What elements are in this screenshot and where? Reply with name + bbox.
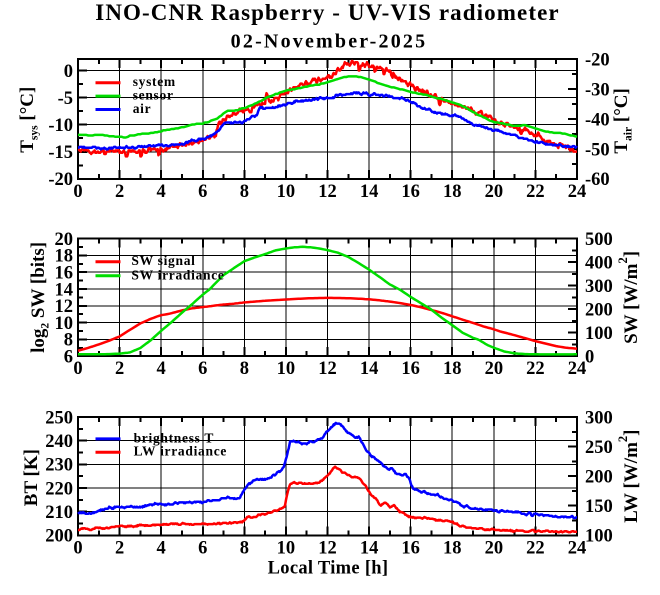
- svg-text:20: 20: [485, 359, 504, 379]
- svg-text:16: 16: [401, 359, 420, 379]
- svg-text:200: 200: [585, 467, 613, 487]
- svg-text:LW [W/m2]: LW [W/m2]: [616, 430, 642, 523]
- svg-text:0: 0: [64, 62, 73, 82]
- svg-text:24: 24: [568, 182, 587, 202]
- svg-text:230: 230: [45, 456, 73, 476]
- svg-text:12: 12: [318, 182, 337, 202]
- svg-text:10: 10: [277, 359, 296, 379]
- svg-text:12: 12: [318, 539, 337, 559]
- svg-text:SW signal: SW signal: [131, 253, 195, 268]
- svg-text:24: 24: [568, 359, 587, 379]
- svg-text:log2 SW [bits]: log2 SW [bits]: [28, 242, 52, 353]
- svg-text:4: 4: [157, 182, 166, 202]
- svg-text:220: 220: [45, 479, 73, 499]
- svg-text:10: 10: [55, 314, 74, 334]
- svg-text:02-November-2025: 02-November-2025: [231, 31, 428, 53]
- svg-text:100: 100: [585, 527, 613, 547]
- svg-text:brightness T: brightness T: [134, 430, 215, 445]
- svg-text:-40: -40: [585, 110, 610, 130]
- svg-text:-20: -20: [48, 170, 73, 190]
- svg-text:INO-CNR Raspberry - UV-VIS rad: INO-CNR Raspberry - UV-VIS radiometer: [95, 0, 559, 25]
- svg-text:6: 6: [198, 182, 207, 202]
- svg-text:250: 250: [585, 438, 613, 458]
- svg-text:210: 210: [45, 503, 73, 523]
- svg-text:300: 300: [585, 277, 613, 297]
- svg-text:0: 0: [73, 359, 82, 379]
- svg-text:200: 200: [585, 300, 613, 320]
- svg-text:16: 16: [55, 264, 74, 284]
- svg-text:18: 18: [443, 359, 462, 379]
- svg-text:-30: -30: [585, 80, 610, 100]
- svg-text:2: 2: [115, 539, 124, 559]
- svg-text:100: 100: [585, 324, 613, 344]
- svg-text:Local Time [h]: Local Time [h]: [268, 558, 389, 578]
- svg-text:8: 8: [64, 331, 73, 351]
- svg-text:18: 18: [443, 539, 462, 559]
- svg-text:-15: -15: [48, 143, 73, 163]
- svg-text:4: 4: [157, 359, 166, 379]
- svg-text:18: 18: [443, 182, 462, 202]
- svg-text:0: 0: [73, 539, 82, 559]
- svg-text:6: 6: [198, 359, 207, 379]
- svg-text:14: 14: [55, 280, 74, 300]
- svg-text:0: 0: [585, 348, 594, 368]
- svg-text:10: 10: [277, 539, 296, 559]
- svg-text:Tair [°C]: Tair [°C]: [611, 88, 635, 153]
- svg-text:8: 8: [240, 359, 249, 379]
- svg-text:0: 0: [73, 182, 82, 202]
- svg-text:-10: -10: [48, 116, 73, 136]
- svg-text:240: 240: [45, 432, 73, 452]
- svg-text:12: 12: [55, 297, 74, 317]
- svg-text:8: 8: [240, 539, 249, 559]
- svg-text:2: 2: [115, 182, 124, 202]
- svg-text:22: 22: [526, 182, 545, 202]
- svg-text:-60: -60: [585, 170, 610, 190]
- svg-text:SW [W/m2]: SW [W/m2]: [616, 251, 642, 344]
- svg-text:20: 20: [55, 230, 74, 250]
- svg-text:8: 8: [240, 182, 249, 202]
- svg-text:10: 10: [277, 182, 296, 202]
- svg-text:150: 150: [585, 497, 613, 517]
- svg-text:-20: -20: [585, 50, 610, 70]
- svg-text:18: 18: [55, 247, 74, 267]
- svg-text:system: system: [133, 74, 176, 89]
- svg-text:20: 20: [485, 539, 504, 559]
- svg-text:sensor: sensor: [133, 87, 174, 102]
- svg-text:BT [K]: BT [K]: [21, 449, 42, 506]
- svg-text:6: 6: [64, 348, 73, 368]
- svg-text:LW irradiance: LW irradiance: [134, 444, 227, 459]
- svg-text:14: 14: [360, 359, 379, 379]
- svg-text:400: 400: [585, 253, 613, 273]
- svg-text:-5: -5: [58, 89, 73, 109]
- svg-text:14: 14: [360, 539, 379, 559]
- svg-text:12: 12: [318, 359, 337, 379]
- svg-text:Tsys [°C]: Tsys [°C]: [17, 87, 41, 153]
- svg-text:2: 2: [115, 359, 124, 379]
- svg-text:200: 200: [45, 527, 73, 547]
- svg-text:500: 500: [585, 230, 613, 250]
- svg-text:4: 4: [157, 539, 166, 559]
- svg-text:14: 14: [360, 182, 379, 202]
- svg-text:SW irradiance: SW irradiance: [131, 267, 224, 282]
- svg-text:air: air: [133, 101, 152, 116]
- svg-text:16: 16: [401, 539, 420, 559]
- svg-text:250: 250: [45, 408, 73, 428]
- svg-text:-50: -50: [585, 140, 610, 160]
- svg-text:16: 16: [401, 182, 420, 202]
- svg-text:22: 22: [526, 359, 545, 379]
- svg-text:300: 300: [585, 408, 613, 428]
- svg-text:22: 22: [526, 539, 545, 559]
- svg-text:20: 20: [485, 182, 504, 202]
- svg-text:24: 24: [568, 539, 587, 559]
- svg-text:6: 6: [198, 539, 207, 559]
